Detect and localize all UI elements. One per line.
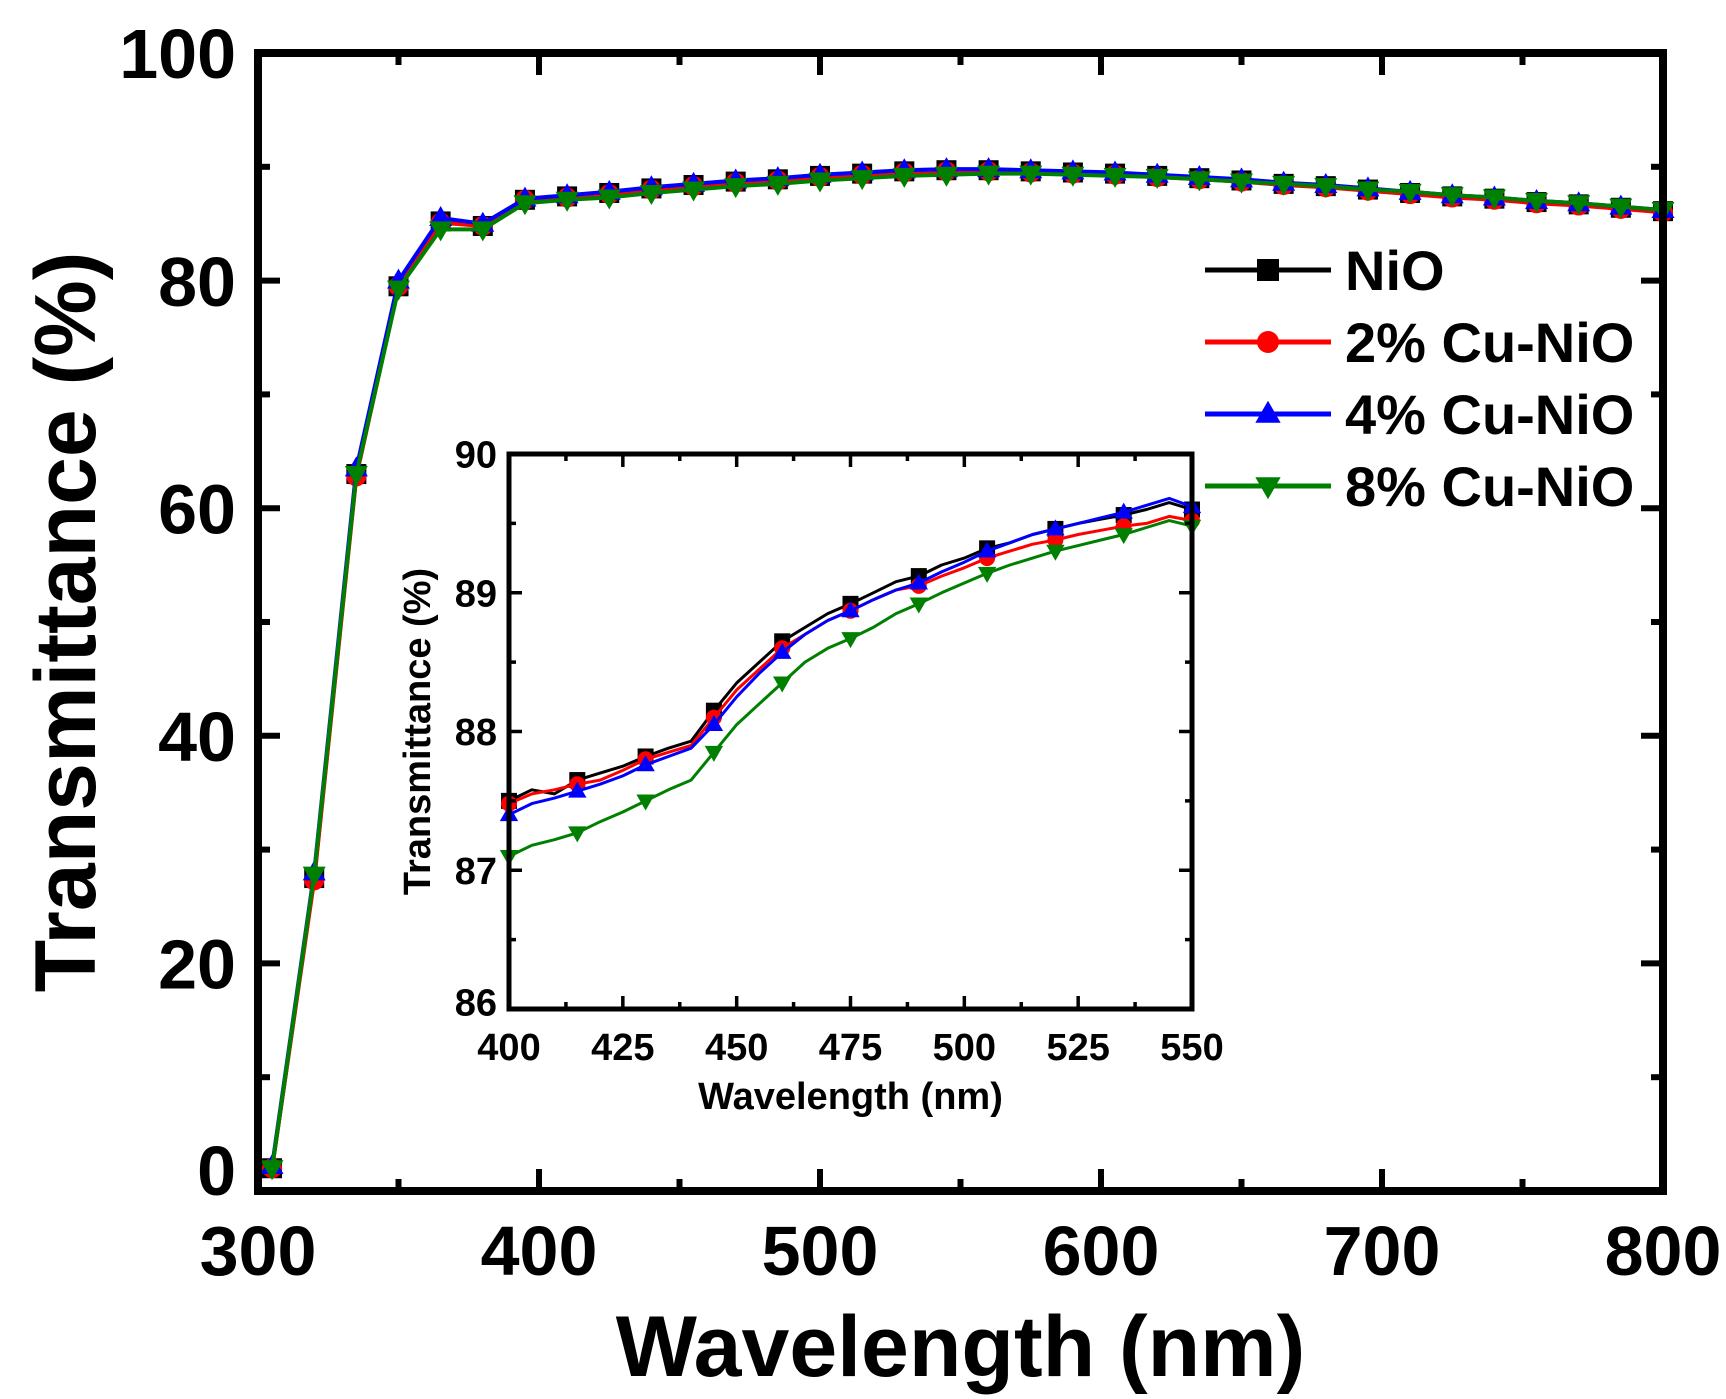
inset-x-tick-label: 475	[819, 1027, 882, 1069]
data-point	[1482, 189, 1506, 210]
inset-x-axis-title: Wavelength (nm)	[698, 1076, 1003, 1118]
data-point	[1019, 165, 1043, 186]
inset-x-tick-label: 450	[705, 1027, 768, 1069]
data-point	[892, 167, 916, 188]
data-point	[808, 172, 832, 193]
y-axis-title: Transmittance (%)	[18, 252, 114, 993]
legend-label-3: 8% Cu-NiO	[1345, 455, 1634, 518]
data-point	[1567, 195, 1591, 216]
inset-data-point	[773, 676, 792, 693]
data-point	[1230, 173, 1253, 194]
legend-marker-2	[1255, 400, 1281, 423]
data-point	[639, 184, 663, 205]
legend-label-1: 2% Cu-NiO	[1345, 311, 1634, 374]
x-tick-label: 300	[200, 1212, 317, 1290]
inset-y-tick-label: 89	[455, 573, 497, 615]
x-tick-label: 700	[1324, 1212, 1441, 1290]
inset-x-tick-label: 500	[933, 1027, 996, 1069]
x-tick-label: 400	[481, 1212, 598, 1290]
x-tick-label: 500	[762, 1212, 879, 1290]
data-point	[387, 280, 410, 301]
inset-data-point	[636, 794, 655, 811]
data-point	[1061, 166, 1085, 187]
data-point	[682, 181, 706, 202]
inset-data-point	[1046, 519, 1065, 536]
inset-y-tick-label: 87	[455, 851, 497, 893]
data-point	[766, 175, 790, 196]
data-point	[850, 170, 874, 191]
y-tick-label: 40	[158, 698, 236, 776]
inset-data-point	[977, 541, 997, 558]
inset-data-point	[704, 745, 724, 762]
legend-label-2: 4% Cu-NiO	[1345, 383, 1634, 446]
inset-x-tick-label: 400	[477, 1027, 540, 1069]
data-point	[471, 221, 495, 242]
data-point	[302, 866, 326, 887]
inset-data-point	[1114, 528, 1133, 545]
data-point	[1314, 178, 1338, 199]
inset-data-point	[773, 642, 792, 659]
legend-marker-1	[1257, 331, 1279, 353]
data-point	[977, 165, 1001, 186]
x-axis-title: Wavelength (nm)	[616, 1299, 1306, 1395]
data-point	[1525, 192, 1549, 213]
inset-data-point	[841, 632, 860, 649]
inset-data-point	[1046, 544, 1065, 561]
series-line-3	[270, 171, 1664, 1169]
inset-data-point	[909, 573, 928, 590]
data-point	[934, 166, 958, 187]
data-point	[429, 221, 453, 242]
data-point	[1187, 171, 1211, 192]
inset-data-point	[568, 826, 587, 843]
legend-marker-3	[1255, 477, 1281, 500]
data-point	[724, 178, 748, 199]
inset-y-axis-title: Transmittance (%)	[397, 568, 439, 895]
inset-plot-background	[509, 454, 1192, 1009]
data-point	[1145, 169, 1169, 190]
inset-x-tick-label: 525	[1046, 1027, 1109, 1069]
inset-y-tick-label: 90	[455, 435, 497, 477]
data-point	[344, 466, 368, 487]
legend-marker-0	[1257, 259, 1279, 281]
data-point	[260, 1160, 284, 1181]
data-point	[555, 191, 579, 212]
inset-x-tick-label: 425	[591, 1027, 654, 1069]
y-tick-label: 0	[197, 1132, 236, 1210]
inset-data-point	[1047, 532, 1064, 549]
y-tick-label: 100	[119, 15, 236, 93]
x-tick-label: 600	[1043, 1212, 1160, 1290]
inset-y-tick-label: 88	[455, 712, 497, 754]
inset-data-point	[909, 597, 928, 614]
data-point	[1440, 187, 1464, 208]
data-point	[1609, 198, 1633, 219]
x-tick-label: 800	[1605, 1212, 1722, 1290]
inset-data-point	[1114, 502, 1133, 519]
inset-data-point	[568, 781, 587, 798]
y-tick-label: 20	[158, 926, 236, 1004]
data-point	[429, 206, 453, 227]
data-point	[1103, 167, 1127, 188]
inset-data-point	[841, 601, 860, 618]
y-tick-label: 60	[158, 470, 236, 548]
data-point	[1356, 181, 1380, 202]
data-point	[597, 189, 621, 210]
inset-data-point	[704, 714, 724, 731]
data-point	[1272, 175, 1296, 196]
inset-data-point	[636, 755, 655, 772]
inset-x-tick-label: 550	[1160, 1027, 1223, 1069]
data-point	[1398, 183, 1422, 204]
y-tick-label: 80	[158, 243, 236, 321]
inset-data-point	[977, 566, 997, 583]
inset-y-tick-label: 86	[455, 983, 497, 1025]
legend-label-0: NiO	[1345, 239, 1445, 302]
data-point	[513, 195, 537, 216]
